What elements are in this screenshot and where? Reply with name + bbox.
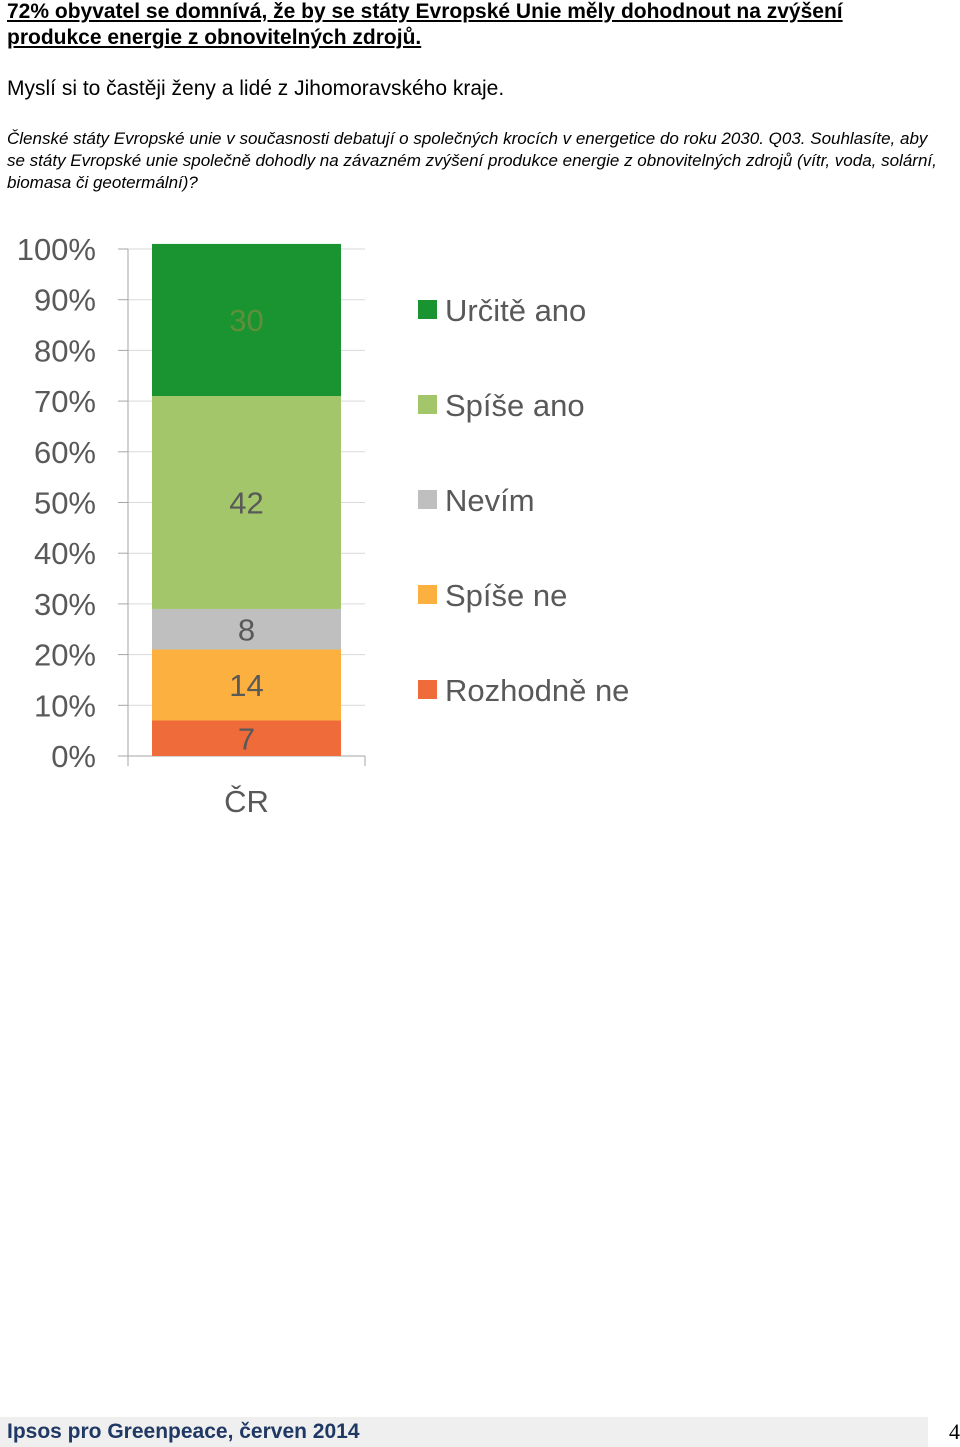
legend-label: Spíše ne (445, 578, 567, 613)
y-tick-label: 0% (51, 739, 96, 774)
data-label: 7 (238, 721, 255, 756)
legend-label: Nevím (445, 483, 535, 518)
legend-swatch (418, 680, 437, 699)
data-label: 30 (229, 303, 263, 338)
y-tick-label: 70% (34, 384, 96, 419)
footer-bar (0, 1417, 928, 1447)
bar-segment (152, 608, 341, 650)
survey-question: Členské státy Evropské unie v současnost… (7, 129, 937, 192)
y-tick-label: 30% (34, 587, 96, 622)
legend-label: Určitě ano (445, 293, 586, 328)
data-label: 42 (229, 486, 263, 521)
footer-source: Ipsos pro Greenpeace, červen 2014 (7, 1420, 360, 1443)
x-category-label: ČR (224, 784, 269, 819)
y-tick-label: 90% (34, 283, 96, 318)
stacked-bar-chart: 0% 10% 20% 30% 40% 50% 60% 70% 80% 90% 100% 7 14 8 42 3… (17, 232, 630, 819)
bar-segment (152, 720, 341, 756)
bar-segment (152, 396, 341, 609)
y-tick-label: 40% (34, 536, 96, 571)
legend-swatch (418, 585, 437, 604)
legend-label: Spíše ano (445, 388, 585, 423)
legend-swatch (418, 300, 437, 319)
legend-swatch (418, 490, 437, 509)
legend-swatch (418, 395, 437, 414)
y-tick-label: 10% (34, 688, 96, 723)
subline: Myslí si to častěji ženy a lidé z Jihomo… (7, 77, 505, 100)
y-tick-label: 50% (34, 486, 96, 521)
headline: 72% obyvatel se domnívá, že by se státy … (7, 0, 843, 49)
legend-label: Rozhodně ne (445, 673, 629, 708)
y-tick-label: 80% (34, 333, 96, 368)
y-tick-label: 100% (17, 232, 96, 267)
y-tick-label: 20% (34, 638, 96, 673)
page-number: 4 (949, 1419, 960, 1444)
bar-segment (152, 243, 341, 397)
y-tick-label: 60% (34, 435, 96, 470)
data-label: 8 (238, 612, 255, 647)
bar-segment (152, 649, 341, 721)
data-label: 14 (229, 668, 263, 703)
